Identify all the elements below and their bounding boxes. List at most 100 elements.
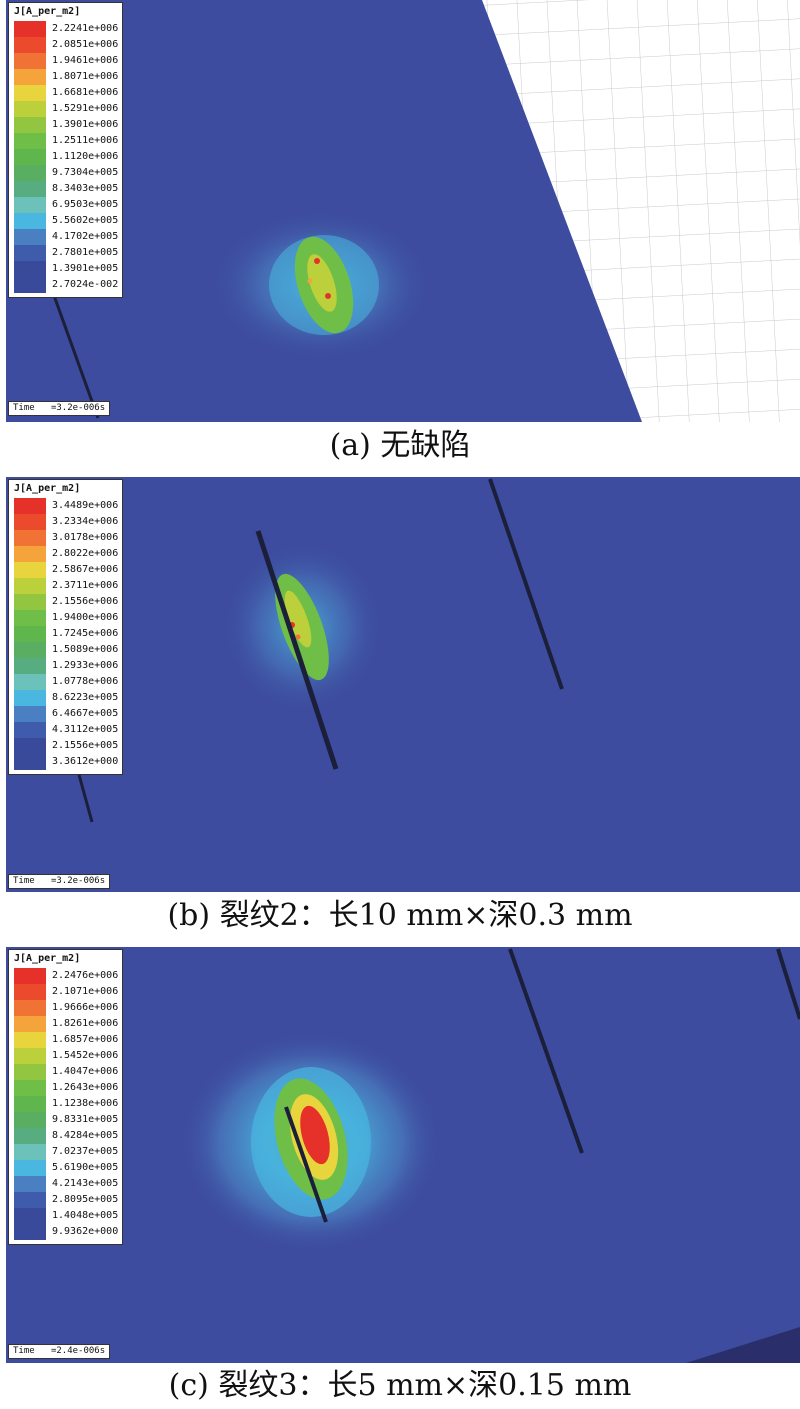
legend-swatch	[14, 530, 46, 546]
caption-a: (a) 无缺陷	[329, 428, 471, 463]
panel-c: J[A_per_m2] 2.2476e+006 2.1071e+006 1.9666…	[6, 947, 800, 1363]
legend-value: 9.7304e+005	[52, 167, 119, 178]
legend-row: 1.5452e+006	[14, 1048, 118, 1064]
legend-value: 2.7024e-002	[52, 279, 119, 290]
hotspot	[295, 634, 301, 640]
legend-row: 2.7801e+005	[14, 245, 118, 261]
legend-value: 2.1071e+006	[52, 986, 119, 997]
legend-row: 1.4047e+006	[14, 1064, 118, 1080]
time-value: =3.2e-006s	[50, 403, 106, 413]
legend-row: 6.9503e+005	[14, 197, 118, 213]
legend-swatch	[14, 21, 46, 37]
caption-c: (c) 裂纹3：长5 mm×深0.15 mm	[168, 1368, 632, 1403]
field-plot-a	[6, 0, 800, 422]
legend-value: 1.3901e+006	[52, 119, 119, 130]
legend-row: 2.5867e+006	[14, 562, 118, 578]
legend-value: 5.5602e+005	[52, 215, 119, 226]
legend-row: 1.3901e+006	[14, 117, 118, 133]
plate-corner	[686, 1327, 800, 1363]
legend-row: 3.0178e+006	[14, 530, 118, 546]
legend-swatch	[14, 1208, 46, 1224]
legend-swatch	[14, 1048, 46, 1064]
panel-a: J[A_per_m2] 2.2241e+006 2.0851e+006 1.9461…	[6, 0, 800, 422]
time-readout-b: Time =3.2e-006s	[8, 874, 111, 889]
legend-swatch	[14, 101, 46, 117]
legend-row: 2.1556e+005	[14, 738, 118, 754]
legend-row: 4.1702e+005	[14, 229, 118, 245]
legend-swatch	[14, 1128, 46, 1144]
legend-row: 2.2241e+006	[14, 21, 118, 37]
crack-line	[255, 530, 339, 770]
time-label: Time	[13, 403, 35, 413]
legend-swatch	[14, 1000, 46, 1016]
legend-swatch	[14, 1032, 46, 1048]
legend-value: 8.6223e+005	[52, 692, 119, 703]
legend-swatch	[14, 1224, 46, 1240]
legend-row: 5.6190e+005	[14, 1160, 118, 1176]
legend-value: 4.1702e+005	[52, 231, 119, 242]
crack-line	[284, 1106, 328, 1223]
legend-swatch	[14, 181, 46, 197]
legend-row: 1.9666e+006	[14, 1000, 118, 1016]
legend-swatch	[14, 626, 46, 642]
legend-row: 1.1238e+006	[14, 1096, 118, 1112]
crack-line	[776, 948, 800, 1020]
legend-value: 1.5452e+006	[52, 1050, 119, 1061]
legend-swatch	[14, 754, 46, 770]
legend-row: 1.5291e+006	[14, 101, 118, 117]
legend-value: 2.5867e+006	[52, 564, 119, 575]
legend-rows: 2.2476e+006 2.1071e+006 1.9666e+006 1.8261e…	[14, 968, 118, 1240]
legend-row: 1.9400e+006	[14, 610, 118, 626]
legend-swatch	[14, 165, 46, 181]
legend-row: 8.4284e+005	[14, 1128, 118, 1144]
legend-row: 1.4048e+005	[14, 1208, 118, 1224]
legend-value: 1.8261e+006	[52, 1018, 119, 1029]
legend-value: 8.3403e+005	[52, 183, 119, 194]
legend-swatch	[14, 1160, 46, 1176]
legend-value: 1.3901e+005	[52, 263, 119, 274]
legend-value: 4.3112e+005	[52, 724, 119, 735]
legend-value: 1.6681e+006	[52, 87, 119, 98]
legend-row: 1.7245e+006	[14, 626, 118, 642]
legend-value: 4.2143e+005	[52, 1178, 119, 1189]
legend-swatch	[14, 1112, 46, 1128]
legend-swatch	[14, 133, 46, 149]
legend-row: 2.0851e+006	[14, 37, 118, 53]
legend-row: 1.9461e+006	[14, 53, 118, 69]
legend-swatch	[14, 213, 46, 229]
legend-swatch	[14, 277, 46, 293]
time-value: =2.4e-006s	[50, 1346, 106, 1356]
legend-rows: 3.4489e+006 3.2334e+006 3.0178e+006 2.8022e…	[14, 498, 118, 770]
legend-row: 9.7304e+005	[14, 165, 118, 181]
legend-swatch	[14, 261, 46, 277]
legend-row: 2.8022e+006	[14, 546, 118, 562]
color-legend-b: J[A_per_m2] 3.4489e+006 3.2334e+006 3.0178…	[8, 479, 124, 775]
legend-swatch	[14, 69, 46, 85]
legend-swatch	[14, 738, 46, 754]
legend-value: 1.0778e+006	[52, 676, 119, 687]
legend-value: 1.1238e+006	[52, 1098, 119, 1109]
legend-swatch	[14, 117, 46, 133]
legend-row: 9.9362e+000	[14, 1224, 118, 1240]
legend-row: 8.3403e+005	[14, 181, 118, 197]
time-label: Time	[13, 1346, 35, 1356]
legend-value: 1.7245e+006	[52, 628, 119, 639]
legend-value: 1.9666e+006	[52, 1002, 119, 1013]
legend-title: J[A_per_m2]	[14, 483, 81, 494]
time-label: Time	[13, 876, 35, 886]
legend-value: 8.4284e+005	[52, 1130, 119, 1141]
legend-swatch	[14, 690, 46, 706]
conductor-plate	[6, 477, 800, 892]
legend-value: 3.0178e+006	[52, 532, 119, 543]
legend-value: 9.9362e+000	[52, 1226, 119, 1237]
legend-swatch	[14, 610, 46, 626]
hotspot	[314, 258, 320, 264]
legend-row: 2.8095e+005	[14, 1192, 118, 1208]
legend-row: 1.2643e+006	[14, 1080, 118, 1096]
legend-swatch	[14, 37, 46, 53]
legend-row: 1.2933e+006	[14, 658, 118, 674]
legend-value: 1.8071e+006	[52, 71, 119, 82]
color-legend-a: J[A_per_m2] 2.2241e+006 2.0851e+006 1.9461…	[8, 2, 124, 298]
legend-value: 2.1556e+006	[52, 596, 119, 607]
legend-swatch	[14, 968, 46, 984]
